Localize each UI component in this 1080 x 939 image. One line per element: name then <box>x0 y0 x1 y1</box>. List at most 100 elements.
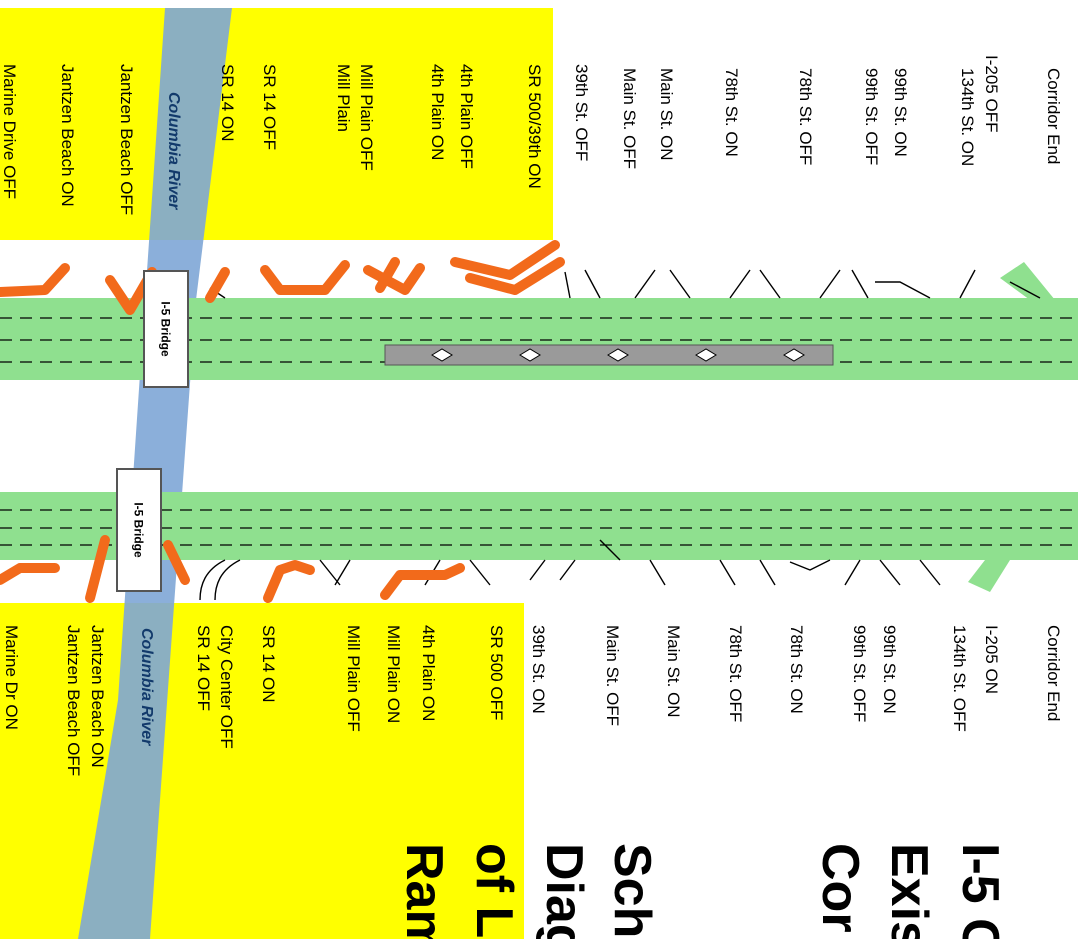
ramp-tick <box>759 269 781 299</box>
ramp-label: Mill Plain <box>334 64 353 133</box>
title-line: of L <box>465 843 523 939</box>
ramp-label: Corridor End <box>1044 625 1063 722</box>
ramp-label: 78th St. OFF <box>726 625 745 723</box>
ramp-tick <box>634 269 656 299</box>
title-line: I-5 C <box>951 843 1009 939</box>
ramp-label: 134th St. ON <box>958 68 977 167</box>
ramp-tick <box>599 539 621 561</box>
ramp-tick <box>729 269 751 299</box>
hov-diamond <box>607 348 629 362</box>
ramp-label: 39th St. OFF <box>572 64 591 162</box>
ramp-label: I-205 ON <box>982 625 1001 694</box>
orange-ramp <box>85 535 110 603</box>
ramp-label: 4th Plain ON <box>428 64 447 161</box>
ramp-tick <box>879 559 901 586</box>
orange-ramp <box>380 563 465 600</box>
title-line: Exis <box>880 843 938 939</box>
ramp-label: Jantzen Beach ON <box>58 64 77 207</box>
orange-ramp <box>163 540 190 585</box>
ramp-label: Marine Drive OFF <box>0 64 19 200</box>
ramp-tick <box>1009 281 1041 299</box>
ramp-label: 39th St. ON <box>529 625 548 714</box>
ramp-tick <box>529 559 546 581</box>
ramp-label: Main St. OFF <box>603 625 622 727</box>
orange-ramp <box>465 257 565 295</box>
ramp-label: I-205 OFF <box>982 55 1001 133</box>
river-label: Columbia River <box>165 92 182 210</box>
ramp-tick <box>844 559 861 586</box>
ramp-label: Corridor End <box>1044 68 1063 165</box>
ramp-label: Main St. ON <box>664 625 683 718</box>
i205-ramp-north <box>1000 262 1055 300</box>
ramp-label: SR 14 ON <box>218 64 237 142</box>
ramp-label: 99th St. OFF <box>862 68 881 166</box>
ramp-tick <box>919 559 941 586</box>
ramp-label: Main St. OFF <box>620 68 639 170</box>
ramp-tick <box>469 559 491 586</box>
hov-diamond <box>431 348 453 362</box>
river-label: Columbia River <box>138 628 155 746</box>
ramp-label: City Center OFF <box>217 625 236 749</box>
ramp-label: Jantzen Beach OFF <box>64 625 83 777</box>
orange-ramp <box>363 263 425 295</box>
study-area-north <box>0 8 553 240</box>
hov-diamond <box>519 348 541 362</box>
ramp-label: 99th St. ON <box>880 625 899 714</box>
ramp-label: Mill Plain OFF <box>344 625 363 732</box>
orange-ramp <box>205 267 230 303</box>
hov-diamond <box>695 348 717 362</box>
ramp-label: 78th St. ON <box>722 68 741 157</box>
hov-diamond <box>783 348 805 362</box>
title-line: Ram <box>395 843 453 939</box>
ramp-tick <box>584 269 601 299</box>
ramp-tick <box>959 269 976 299</box>
ramp-label: SR 14 OFF <box>194 625 213 711</box>
ramp-label: SR 14 ON <box>259 625 278 703</box>
ramp-label: Marine Dr ON <box>2 625 21 730</box>
orange-ramp <box>260 260 350 295</box>
ramp-label: 4th Plain ON <box>419 625 438 722</box>
title-line: Diag <box>535 843 593 939</box>
i205-ramp-south <box>968 560 1010 592</box>
ramp-tick <box>559 559 576 581</box>
ramp-tick <box>819 269 841 299</box>
study-area-south <box>0 603 524 939</box>
ramp-label: Mill Plain OFF <box>357 64 376 171</box>
ramp-label: 99th St. OFF <box>850 625 869 723</box>
title-line: Cor <box>811 843 869 933</box>
ramp-label: 134th St. OFF <box>950 625 969 732</box>
ramp-tick <box>669 269 691 299</box>
ramp-label: SR 500/39th ON <box>525 64 544 189</box>
ramp-tick <box>214 559 241 601</box>
ramp-tick <box>319 559 341 586</box>
i5-bridge-south: I-5 Bridge <box>116 468 162 592</box>
ramp-label: SR 500 OFF <box>487 625 506 721</box>
ramp-label: SR 14 OFF <box>260 64 279 150</box>
ramp-label: 78th St. OFF <box>796 68 815 166</box>
i5-bridge-north: I-5 Bridge <box>143 270 189 388</box>
ramp-tick <box>564 271 571 299</box>
ramp-tick <box>759 559 776 586</box>
ramp-label: Jantzen Beach OFF <box>117 64 136 216</box>
orange-ramp <box>263 560 315 603</box>
ramp-label: 99th St. ON <box>891 68 910 157</box>
ramp-label: 4th Plain OFF <box>457 64 476 169</box>
ramp-tick <box>649 559 666 586</box>
ramp-tick <box>851 269 869 299</box>
orange-ramp <box>0 563 60 585</box>
ramp-tick <box>199 559 226 601</box>
ramp-label: 78th St. ON <box>787 625 806 714</box>
title-line: Sch <box>603 843 661 939</box>
ramp-tick <box>875 281 931 299</box>
ramp-label: Main St. ON <box>657 68 676 161</box>
orange-ramp <box>450 240 560 280</box>
southbound-freeway <box>0 492 1078 560</box>
ramp-tick <box>719 559 736 586</box>
ramp-label: Jantzen Beach ON <box>88 625 107 768</box>
ramp-tick <box>789 559 831 571</box>
orange-ramp <box>375 257 400 293</box>
orange-ramp <box>0 263 70 297</box>
